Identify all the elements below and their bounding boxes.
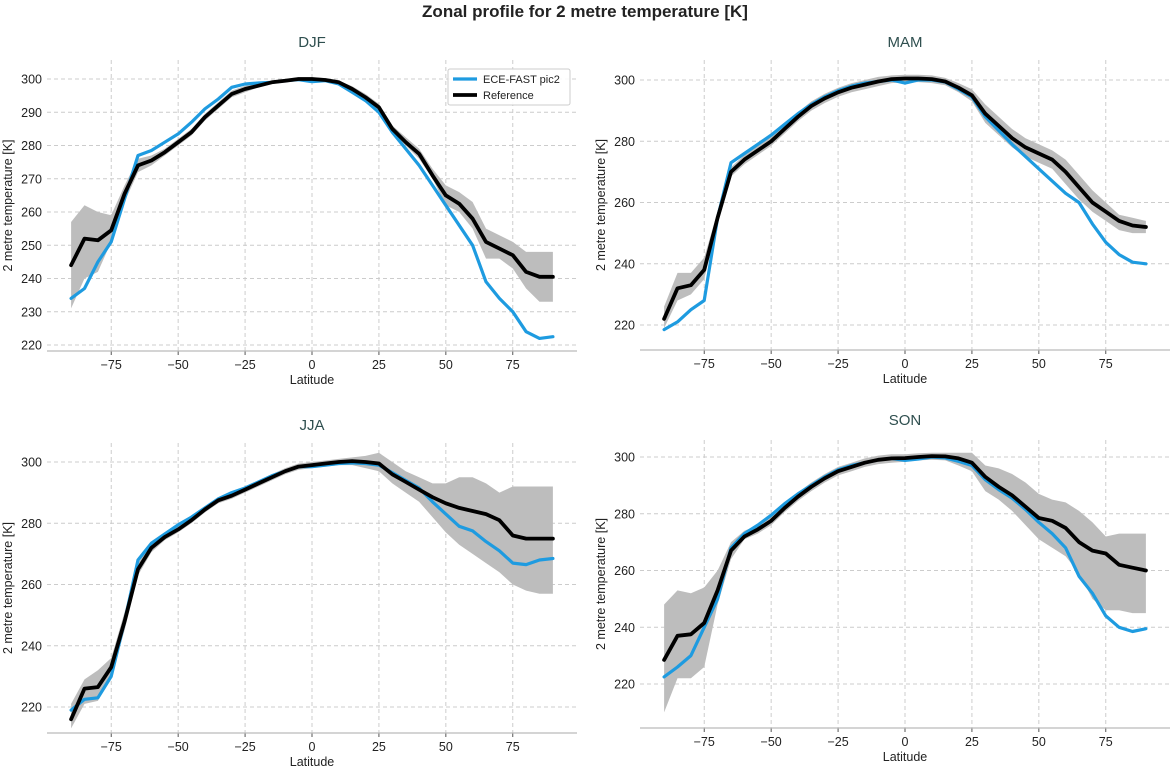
y-tick-label: 270 bbox=[21, 172, 42, 186]
y-axis-label: 2 metre temperature [K] bbox=[594, 518, 608, 650]
x-axis-label: Latitude bbox=[290, 373, 335, 387]
y-tick-label: 260 bbox=[21, 578, 42, 592]
x-axis-label: Latitude bbox=[883, 372, 928, 386]
y-tick-label: 220 bbox=[21, 701, 42, 715]
x-tick-label: 50 bbox=[439, 740, 453, 754]
y-axis-label: 2 metre temperature [K] bbox=[1, 139, 15, 271]
panel-son: SON −75 −50 −25 0 25 50 75 220 240 260 280 300 Latitu… bbox=[594, 412, 1170, 764]
x-tick-label: 50 bbox=[439, 358, 453, 372]
x-tick-label: 50 bbox=[1032, 735, 1046, 749]
legend: ECE-FAST pic2 Reference bbox=[447, 68, 571, 106]
y-tick-label: 300 bbox=[21, 73, 42, 87]
x-axis-label: Latitude bbox=[883, 750, 928, 764]
panel-title: MAM bbox=[888, 34, 923, 51]
reference-spread-band bbox=[71, 77, 553, 309]
y-tick-label: 300 bbox=[614, 74, 635, 88]
legend-model-label: ECE-FAST pic2 bbox=[483, 74, 560, 86]
x-tick-label: −75 bbox=[694, 357, 715, 371]
y-tick-label: 240 bbox=[614, 621, 635, 635]
panel-mam: MAM −75 −50 −25 0 25 50 75 220 240 260 280 300 Latitu… bbox=[594, 34, 1170, 386]
y-tick-label: 280 bbox=[614, 507, 635, 521]
x-tick-label: −50 bbox=[761, 735, 782, 749]
model-series-line bbox=[662, 78, 1148, 332]
y-tick-label: 230 bbox=[21, 305, 42, 319]
y-tick-label: 300 bbox=[614, 451, 635, 465]
x-tick-label: 0 bbox=[902, 735, 909, 749]
legend-box bbox=[447, 68, 571, 106]
x-tick-label: 75 bbox=[506, 358, 520, 372]
y-tick-label: 260 bbox=[21, 206, 42, 220]
y-tick-label: 260 bbox=[614, 196, 635, 210]
model-series-line bbox=[69, 78, 555, 340]
x-tick-label: −50 bbox=[168, 358, 189, 372]
x-tick-label: 75 bbox=[1099, 357, 1113, 371]
x-tick-label: 75 bbox=[506, 740, 520, 754]
y-tick-label: 240 bbox=[614, 257, 635, 271]
reference-series-line bbox=[662, 76, 1148, 321]
figure-title: Zonal profile for 2 metre temperature [K… bbox=[422, 2, 748, 21]
x-tick-label: 25 bbox=[372, 358, 386, 372]
y-tick-label: 220 bbox=[21, 339, 42, 353]
panel-title: DJF bbox=[298, 34, 326, 51]
x-tick-label: 0 bbox=[309, 358, 316, 372]
panel-title: JJA bbox=[299, 417, 324, 434]
x-axis-label: Latitude bbox=[290, 755, 335, 766]
reference-series-line bbox=[69, 77, 555, 279]
panel-djf: DJF −75 −50 −25 0 25 50 75 220 230 240 250 260 270 280… bbox=[1, 34, 577, 387]
x-tick-label: 50 bbox=[1032, 357, 1046, 371]
x-tick-label: −75 bbox=[101, 740, 122, 754]
x-tick-label: 25 bbox=[372, 740, 386, 754]
x-tick-label: −25 bbox=[827, 735, 848, 749]
x-tick-label: −50 bbox=[761, 357, 782, 371]
y-tick-label: 240 bbox=[21, 639, 42, 653]
x-tick-label: −75 bbox=[101, 358, 122, 372]
x-tick-label: 25 bbox=[965, 735, 979, 749]
x-tick-label: 75 bbox=[1099, 735, 1113, 749]
x-tick-label: −50 bbox=[168, 740, 189, 754]
y-tick-label: 280 bbox=[21, 139, 42, 153]
x-tick-label: −75 bbox=[694, 735, 715, 749]
y-tick-label: 290 bbox=[21, 106, 42, 120]
y-tick-label: 280 bbox=[21, 517, 42, 531]
y-axis-label: 2 metre temperature [K] bbox=[1, 522, 15, 654]
x-tick-label: −25 bbox=[234, 740, 255, 754]
x-tick-label: −25 bbox=[234, 358, 255, 372]
model-series-line bbox=[662, 455, 1148, 679]
reference-series-line bbox=[69, 459, 555, 722]
x-tick-label: −25 bbox=[827, 357, 848, 371]
x-tick-label: 25 bbox=[965, 357, 979, 371]
y-tick-label: 220 bbox=[614, 319, 635, 333]
x-tick-label: 0 bbox=[309, 740, 316, 754]
reference-series-line bbox=[662, 454, 1148, 662]
panel-jja: JJA −75 −50 −25 0 25 50 75 220 240 260 280 300 Latitu… bbox=[1, 417, 577, 766]
y-axis-label: 2 metre temperature [K] bbox=[594, 139, 608, 271]
reference-spread-band bbox=[664, 452, 1146, 713]
legend-reference-label: Reference bbox=[483, 90, 534, 102]
y-tick-label: 250 bbox=[21, 239, 42, 253]
panel-title: SON bbox=[889, 412, 922, 429]
y-tick-label: 220 bbox=[614, 678, 635, 692]
y-tick-label: 240 bbox=[21, 272, 42, 286]
x-tick-label: 0 bbox=[902, 357, 909, 371]
y-tick-label: 260 bbox=[614, 564, 635, 578]
y-tick-label: 280 bbox=[614, 135, 635, 149]
y-tick-label: 300 bbox=[21, 456, 42, 470]
